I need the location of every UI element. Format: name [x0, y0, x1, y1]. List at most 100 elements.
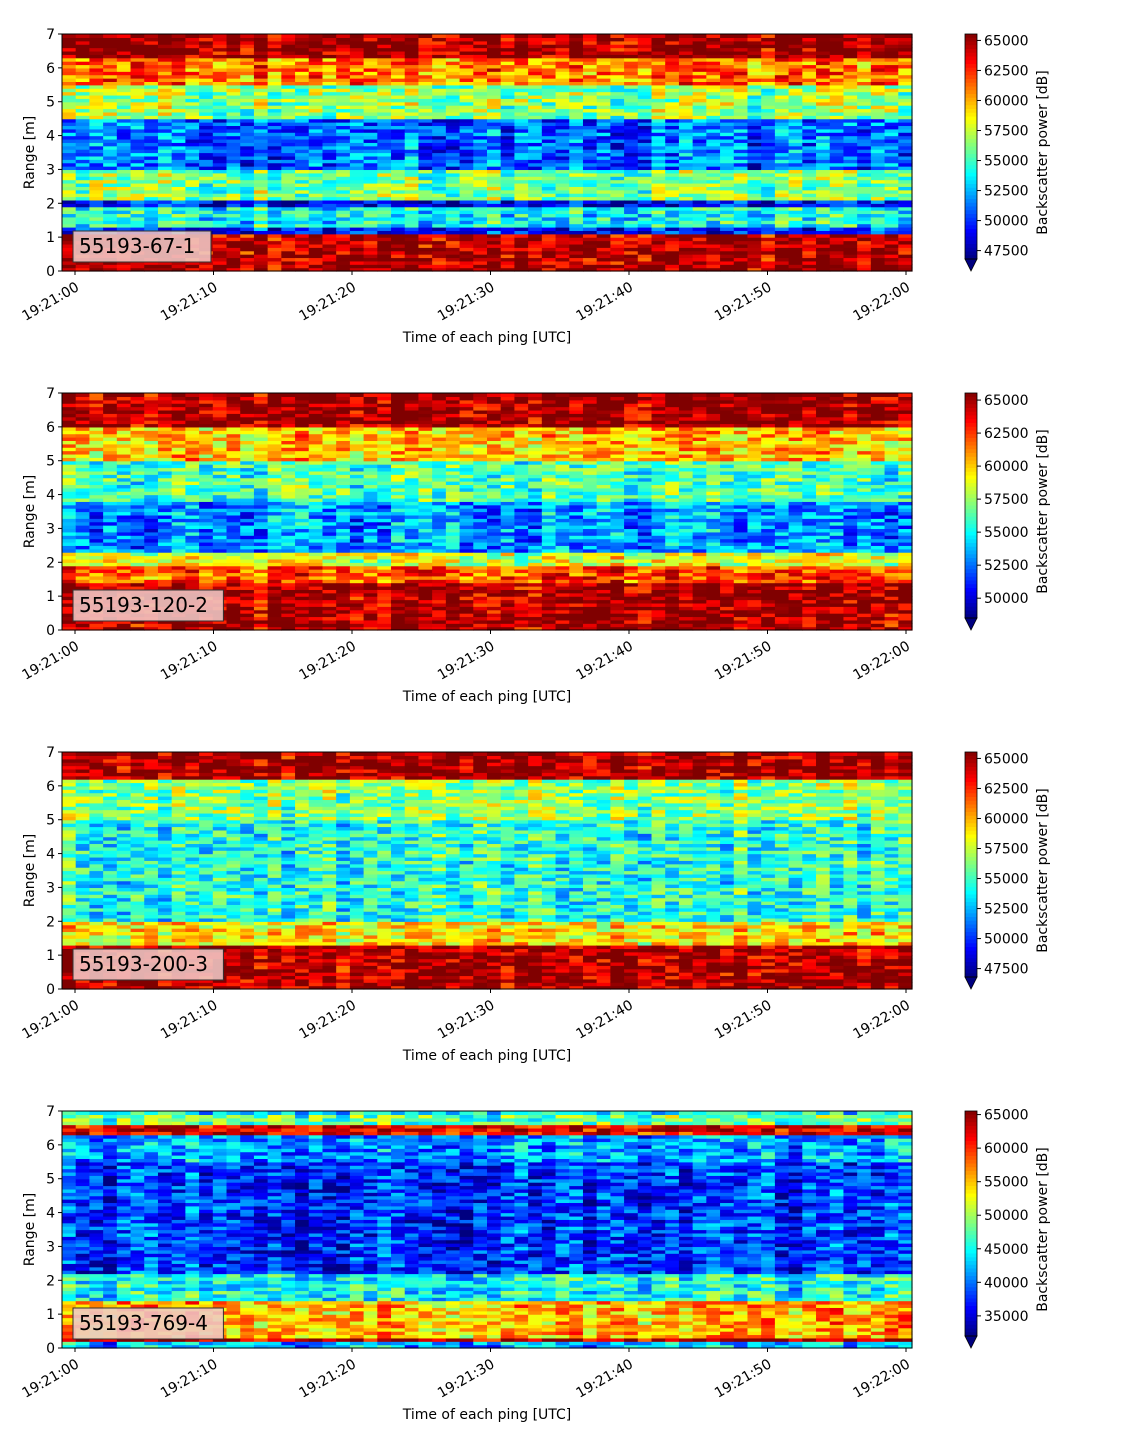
heatmap-cell [816, 34, 831, 38]
heatmap-cell [130, 166, 145, 171]
heatmap-cell [157, 206, 173, 211]
heatmap-cell [130, 50, 145, 55]
heatmap-cell [267, 267, 282, 272]
heatmap-cell [253, 264, 269, 269]
heatmap-cell [157, 169, 173, 174]
heatmap-cell [802, 34, 817, 38]
heatmap-cell [89, 67, 104, 72]
heatmap-cell [253, 149, 269, 154]
heatmap-cell [267, 101, 282, 106]
heatmap-cell [212, 172, 228, 177]
heatmap-cell [199, 101, 214, 106]
heatmap-cell [281, 257, 296, 262]
heatmap-cell [130, 105, 145, 110]
heatmap-cell [322, 64, 337, 69]
heatmap-cell [144, 182, 159, 187]
heatmap-cell [281, 189, 296, 194]
heatmap-cell [130, 61, 145, 66]
heatmap-cell [240, 166, 255, 171]
heatmap-cell [130, 118, 145, 123]
heatmap-cell [130, 91, 145, 96]
heatmap-cell [281, 203, 296, 208]
heatmap-cell [308, 84, 324, 89]
heatmap-cell [144, 223, 159, 228]
heatmap-cell [253, 196, 269, 201]
heatmap-cell [185, 34, 200, 38]
heatmap-cell [253, 84, 269, 89]
heatmap-cell [212, 142, 228, 147]
heatmap-cell [62, 128, 77, 133]
heatmap-cells [62, 34, 913, 272]
heatmap-cell [62, 54, 77, 59]
heatmap-cell [185, 118, 200, 123]
colorbar-label: Backscatter power [dB] [1035, 70, 1051, 235]
heatmap-cell [281, 152, 296, 157]
heatmap-cell [130, 162, 145, 167]
heatmap-cell [89, 88, 104, 93]
heatmap-cell [144, 118, 159, 123]
heatmap-cell [322, 203, 337, 208]
heatmap-cell [157, 223, 173, 228]
heatmap-cell [240, 162, 255, 167]
heatmap-cell [308, 196, 324, 201]
heatmap-cell [199, 91, 214, 96]
heatmap-cell [116, 166, 132, 171]
heatmap-cell [226, 98, 241, 103]
heatmap-cell [171, 81, 186, 86]
heatmap-cell [308, 267, 324, 272]
heatmap-cell [267, 98, 282, 103]
heatmap-cell [157, 47, 173, 52]
heatmap-cell [130, 186, 145, 191]
heatmap-cell [240, 50, 255, 55]
heatmap-cell [308, 155, 324, 160]
heatmap-cell [267, 145, 282, 150]
heatmap-cell [171, 111, 186, 116]
heatmap-cell [171, 203, 186, 208]
heatmap-cell [295, 169, 310, 174]
heatmap-cell [226, 44, 241, 49]
heatmap-cell [281, 193, 296, 198]
heatmap-cell [116, 37, 132, 42]
heatmap-cell [240, 260, 255, 265]
heatmap-cell [240, 84, 255, 89]
heatmap-cell [226, 223, 241, 228]
heatmap-cell [75, 37, 91, 42]
heatmap-cell [116, 267, 132, 272]
colorbar-segment [965, 157, 977, 163]
heatmap-cell [103, 138, 118, 143]
heatmap-cell [75, 189, 91, 194]
heatmap-cell [144, 54, 159, 59]
heatmap-cell [281, 145, 296, 150]
heatmap-cell [281, 64, 296, 69]
heatmap-cell [322, 210, 337, 215]
heatmap-cell [308, 61, 324, 66]
heatmap-cell [610, 34, 625, 38]
heatmap-cell [870, 34, 886, 38]
heatmap-cell [185, 145, 200, 150]
heatmap-cell [116, 57, 132, 62]
colorbar-segment [965, 199, 977, 204]
heatmap-cell [103, 47, 118, 52]
heatmap-cell [212, 54, 228, 59]
heatmap-cell [295, 98, 310, 103]
heatmap-cell [130, 74, 145, 79]
heatmap-cell [171, 216, 186, 221]
heatmap-cell [322, 250, 337, 255]
heatmap-cell [212, 179, 228, 184]
heatmap-cell [253, 54, 269, 59]
heatmap-cell [240, 108, 255, 113]
heatmap-cell [281, 71, 296, 76]
heatmap-cell [171, 226, 186, 231]
heatmap-cell [62, 71, 77, 76]
heatmap-cell [226, 169, 241, 174]
heatmap-cell [322, 243, 337, 248]
heatmap-cell [62, 206, 77, 211]
heatmap-cell [322, 78, 337, 82]
heatmap-cell [62, 186, 77, 191]
heatmap-cell [253, 250, 269, 255]
heatmap-cell [75, 199, 91, 204]
heatmap-cell [322, 88, 337, 93]
heatmap-cell [103, 78, 118, 82]
heatmap-cell [226, 149, 241, 154]
heatmap-cell [253, 40, 269, 45]
